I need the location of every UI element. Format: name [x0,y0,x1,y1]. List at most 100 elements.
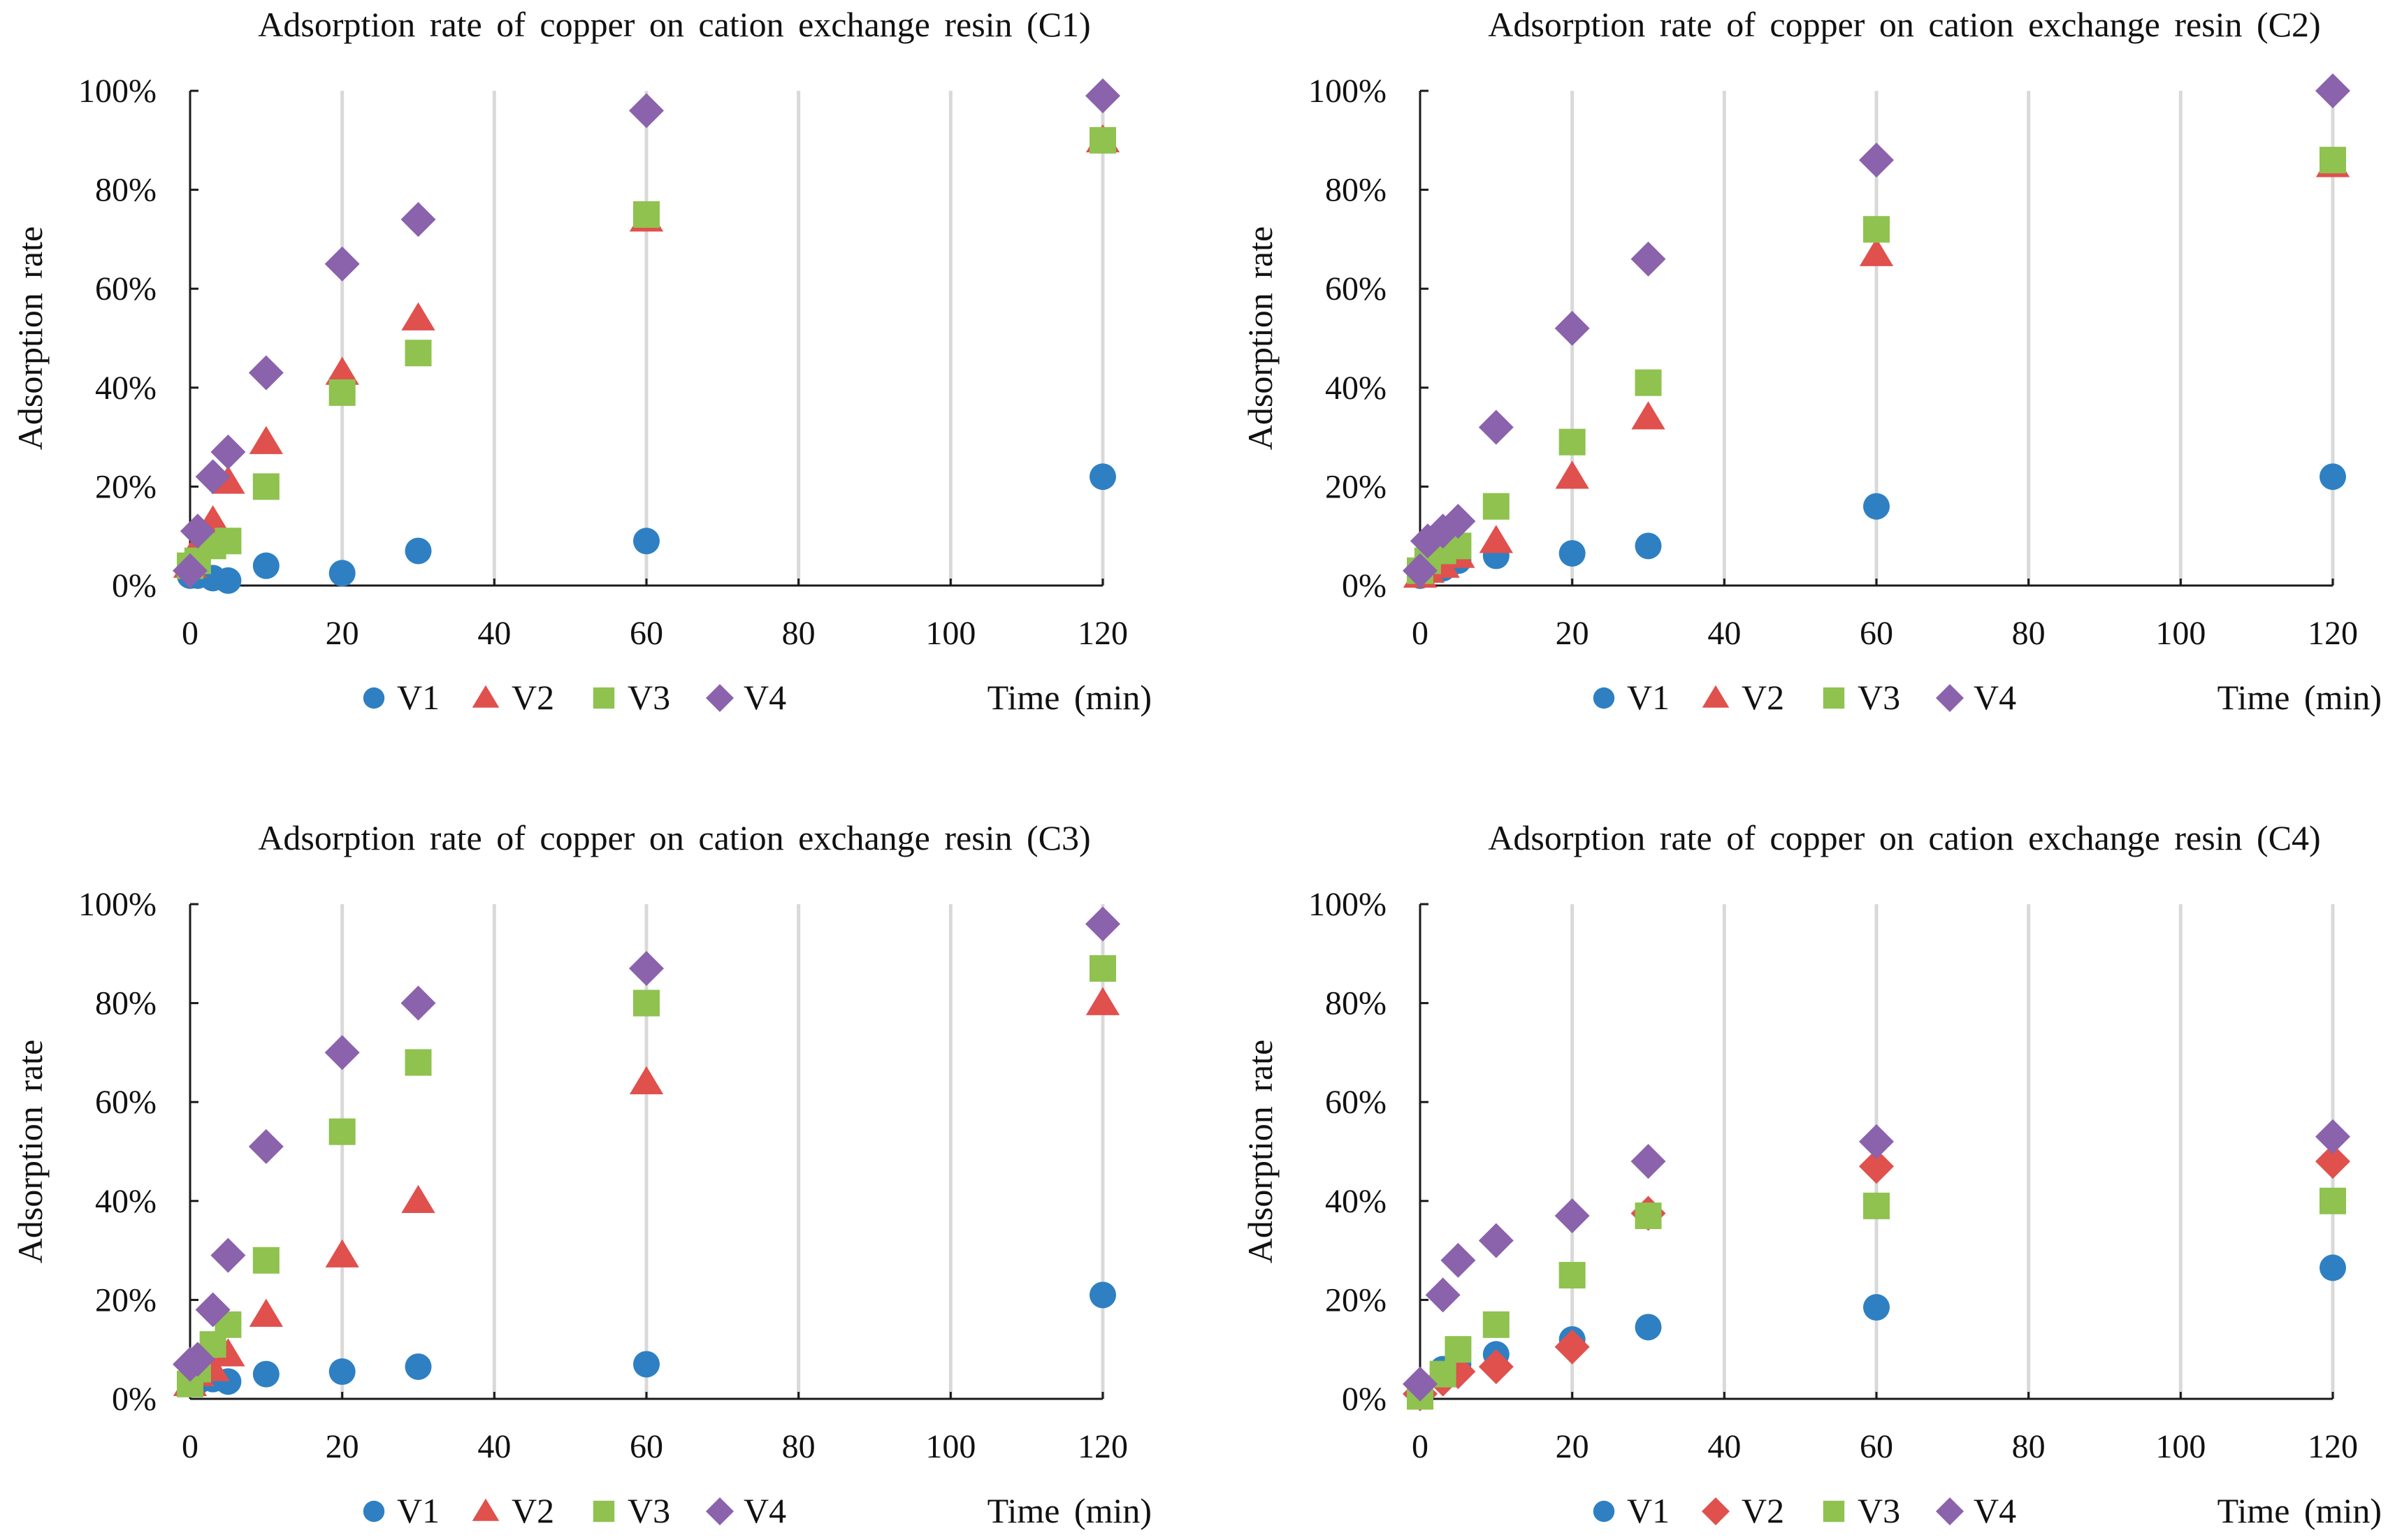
data-point-v2 [325,356,359,385]
legend-label-v4: V4 [744,1491,786,1530]
y-tick-label: 40% [1325,1183,1387,1220]
data-point-v2 [401,302,435,330]
data-point-v4 [629,951,664,987]
data-point-v4 [1440,503,1476,539]
x-tick-label: 20 [1556,1428,1589,1465]
data-point-v2 [1631,401,1665,430]
data-point-v4 [2315,73,2350,108]
data-point-v3 [405,340,432,367]
data-point-v4 [1630,1144,1666,1179]
data-point-v4 [629,93,664,129]
y-axis-title: Adsorption rate [10,1040,50,1263]
x-axis-title: Time (min) [2217,1491,2382,1530]
data-point-v1 [633,528,660,555]
data-point-v4 [1085,906,1120,942]
chart-title: Adsorption rate of copper on cation exch… [1488,818,2320,857]
x-axis-title: Time (min) [987,1491,1152,1530]
data-point-v4 [180,514,215,549]
legend-marker-v2 [472,1498,500,1521]
y-tick-label: 60% [95,270,157,307]
data-point-v3 [252,1247,280,1274]
data-point-v1 [1863,1294,1890,1321]
series-v3 [1407,1187,2346,1410]
data-point-v1 [2320,463,2346,491]
legend-label-v4: V4 [744,678,786,717]
data-point-v3 [252,473,280,500]
data-point-v4 [1859,143,1894,178]
data-point-v3 [1558,428,1586,456]
data-point-v3 [1863,1192,1890,1219]
legend-label-v2: V2 [1742,1491,1784,1530]
legend-marker-v4 [706,684,734,712]
legend: V1 V2 V3 V4 [1593,1491,2016,1530]
y-tick-label: 80% [95,172,157,209]
legend-marker-v4 [1936,684,1964,712]
legend-marker-v1 [1593,687,1615,709]
x-tick-label: 40 [477,1428,511,1465]
legend-label-v1: V1 [1627,678,1670,717]
data-point-v1 [252,1360,280,1388]
chart-panel-4: Adsorption rate of copper on cation exch… [1240,818,2382,1530]
legend-label-v3: V3 [628,1491,670,1530]
x-axis-title: Time (min) [987,678,1152,717]
data-point-v4 [1554,310,1590,346]
data-point-v1 [252,552,280,579]
data-point-v3 [215,528,242,555]
x-tick-label: 120 [1078,615,1128,652]
data-point-v2 [1859,238,1894,266]
data-point-v3 [633,989,660,1017]
x-tick-label: 20 [326,615,359,652]
data-point-v2 [249,1298,283,1327]
data-point-v4 [1425,1277,1461,1313]
data-point-v1 [215,567,242,594]
data-point-v4 [195,459,231,495]
data-point-v4 [324,246,360,282]
y-tick-label: 0% [1342,1381,1387,1418]
legend-label-v1: V1 [397,1491,440,1530]
x-tick-label: 20 [326,1428,359,1465]
x-tick-label: 20 [1556,615,1589,652]
data-point-v3 [633,201,660,228]
y-tick-label: 40% [95,370,157,407]
legend-marker-v1 [363,1500,385,1523]
legend-marker-v4 [1936,1497,1964,1525]
legend: V1 V2 V3 V4 [363,1491,786,1530]
y-tick-label: 60% [95,1084,157,1121]
data-point-v4 [1478,1223,1514,1258]
x-tick-label: 0 [182,615,198,652]
x-tick-label: 80 [2012,615,2046,652]
legend-label-v3: V3 [1858,1491,1900,1530]
data-point-v2 [1859,1149,1894,1184]
data-point-v3 [1445,1336,1472,1363]
legend-label-v2: V2 [512,678,554,717]
x-tick-label: 80 [782,615,816,652]
data-point-v2 [629,1066,664,1095]
x-tick-label: 80 [2012,1428,2046,1465]
data-point-v4 [1859,1124,1894,1159]
legend-marker-v1 [1593,1500,1615,1523]
y-tick-label: 100% [78,73,157,110]
series-v4 [173,906,1120,1382]
data-point-v4 [400,985,436,1021]
data-point-v2 [1478,1349,1514,1384]
data-point-v2 [401,1184,435,1214]
y-axis-title: Adsorption rate [10,226,50,450]
y-tick-label: 100% [1308,886,1387,923]
legend-label-v1: V1 [397,678,440,717]
x-tick-label: 60 [630,615,663,652]
legend: V1 V2 V3 V4 [363,678,786,717]
data-point-v3 [405,1049,432,1076]
legend-label-v4: V4 [1974,678,2016,717]
data-point-v2 [249,426,283,454]
data-point-v3 [1558,1262,1586,1288]
legend-label-v3: V3 [1858,678,1900,717]
data-point-v3 [1863,216,1890,243]
y-tick-label: 60% [1325,270,1387,307]
data-point-v1 [328,1358,356,1386]
chart-title: Adsorption rate of copper on cation exch… [258,818,1090,857]
chart-panel-1: Adsorption rate of copper on cation exch… [10,5,1152,717]
data-point-v4 [1403,1366,1438,1402]
data-point-v4 [248,355,284,391]
legend-marker-v3 [1823,687,1845,709]
